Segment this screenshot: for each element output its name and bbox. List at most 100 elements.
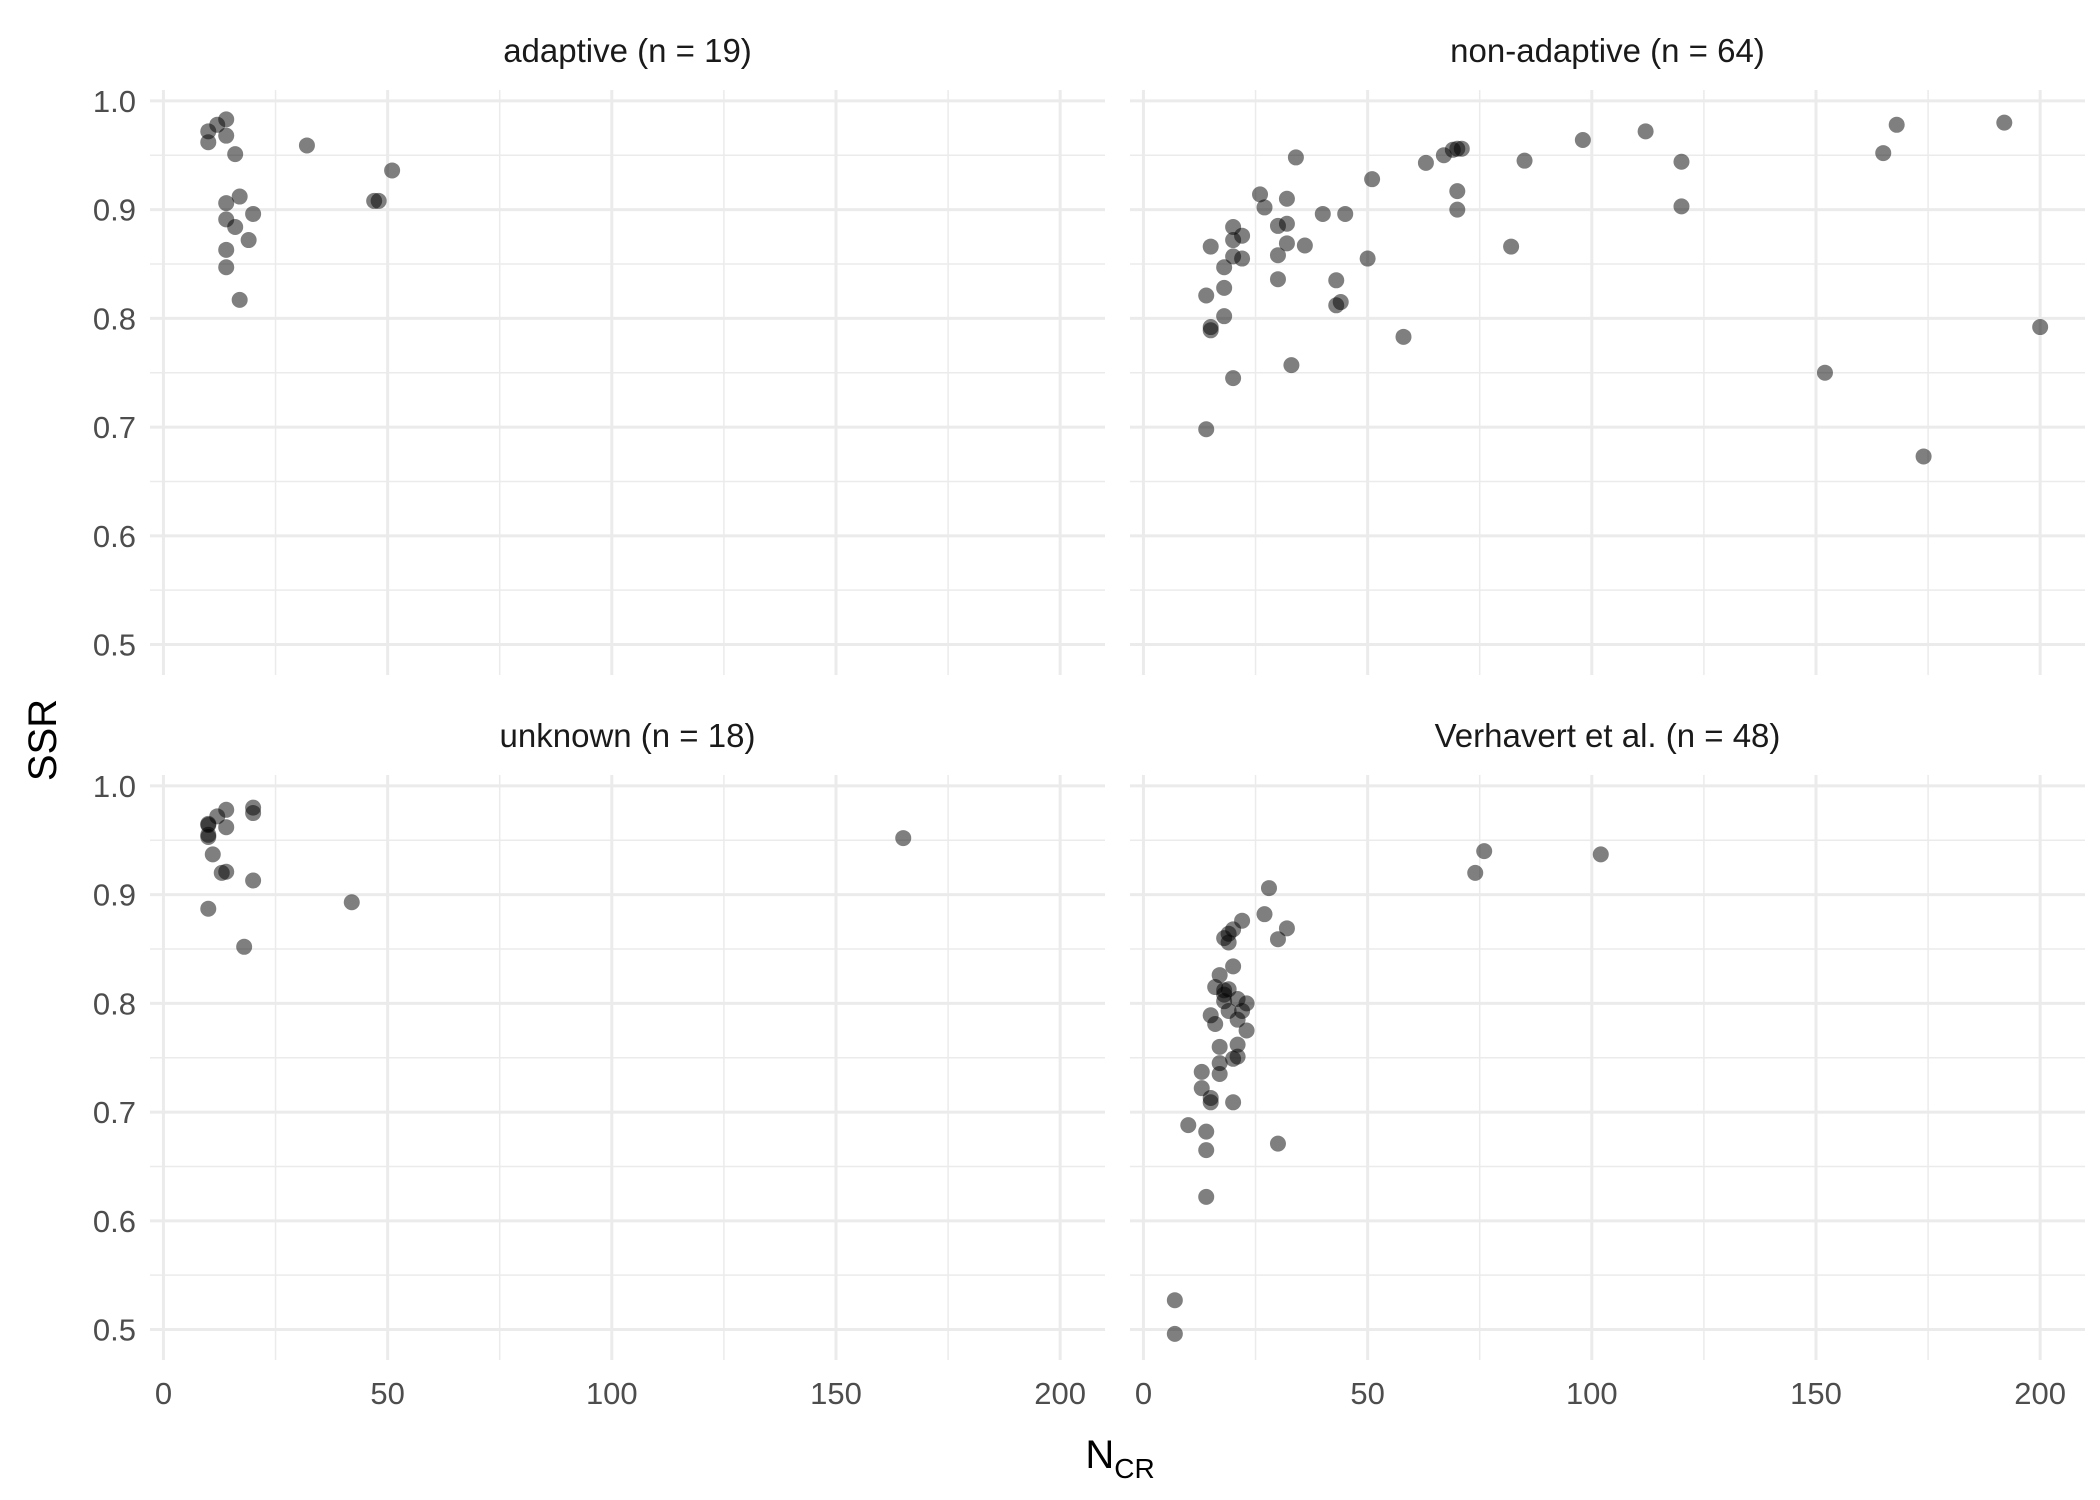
data-point bbox=[1225, 370, 1242, 387]
x-tick-label: 100 bbox=[1566, 1376, 1618, 1411]
data-point bbox=[343, 894, 360, 911]
panel-background bbox=[1130, 90, 2085, 675]
data-point bbox=[1332, 294, 1349, 311]
x-tick-label: 200 bbox=[2014, 1376, 2066, 1411]
data-point bbox=[1592, 846, 1609, 863]
data-point bbox=[1915, 448, 1932, 465]
y-tick-label: 0.8 bbox=[93, 301, 136, 336]
data-point bbox=[1314, 205, 1331, 222]
data-point bbox=[1216, 308, 1233, 325]
data-point bbox=[1296, 237, 1313, 254]
data-point bbox=[200, 134, 217, 151]
data-point bbox=[200, 828, 217, 845]
x-tick-label: 200 bbox=[1034, 1376, 1086, 1411]
y-tick-label: 0.6 bbox=[93, 1204, 136, 1239]
data-point bbox=[2032, 319, 2049, 336]
data-point bbox=[1453, 140, 1470, 157]
data-point bbox=[1211, 1038, 1228, 1055]
data-point bbox=[1673, 153, 1690, 170]
data-point bbox=[1816, 364, 1833, 381]
data-point bbox=[1211, 967, 1228, 984]
data-point bbox=[231, 291, 248, 308]
data-point bbox=[1180, 1117, 1197, 1134]
data-point bbox=[1283, 357, 1300, 374]
y-tick-label: 0.7 bbox=[93, 410, 136, 445]
y-tick-label: 0.6 bbox=[93, 519, 136, 554]
data-point bbox=[1278, 215, 1295, 232]
data-point bbox=[1238, 1022, 1255, 1039]
data-point bbox=[218, 819, 235, 836]
facet-title: adaptive (n = 19) bbox=[503, 32, 752, 69]
data-point bbox=[1449, 183, 1466, 200]
data-point bbox=[1337, 205, 1354, 222]
data-point bbox=[1256, 199, 1273, 216]
data-point bbox=[1252, 186, 1269, 203]
data-point bbox=[213, 864, 230, 881]
data-point bbox=[1234, 912, 1251, 929]
panel-background bbox=[150, 90, 1105, 675]
data-point bbox=[1225, 1094, 1242, 1111]
y-tick-label: 0.5 bbox=[93, 1313, 136, 1348]
data-point bbox=[1395, 328, 1412, 345]
data-point bbox=[1278, 190, 1295, 207]
data-point bbox=[298, 137, 315, 154]
data-point bbox=[1476, 843, 1493, 860]
facet-panel: Verhavert et al. (n = 48) 0 50 100 150 200 bbox=[1130, 717, 2085, 1411]
data-point bbox=[384, 162, 401, 179]
x-tick-label: 50 bbox=[370, 1376, 404, 1411]
data-point bbox=[1516, 152, 1533, 169]
data-point bbox=[218, 195, 235, 212]
data-point bbox=[1278, 235, 1295, 252]
facet-panels: adaptive (n = 19) 0.5 0.6 0.7 0.8 0.9 1.0 non-a… bbox=[93, 32, 2085, 1411]
data-point bbox=[1888, 116, 1905, 133]
facet-panel: adaptive (n = 19) 0.5 0.6 0.7 0.8 0.9 1.0 bbox=[93, 32, 1105, 675]
data-point bbox=[1260, 880, 1277, 897]
data-point bbox=[1359, 250, 1376, 267]
data-point bbox=[200, 900, 217, 917]
data-point bbox=[218, 127, 235, 144]
facet-title: non-adaptive (n = 64) bbox=[1450, 32, 1765, 69]
data-point bbox=[1229, 1036, 1246, 1053]
data-point bbox=[240, 232, 257, 249]
data-point bbox=[1269, 271, 1286, 288]
data-point bbox=[1193, 1063, 1210, 1080]
data-point bbox=[227, 146, 244, 163]
data-point bbox=[245, 205, 262, 222]
data-point bbox=[1238, 995, 1255, 1012]
data-point bbox=[245, 872, 262, 889]
data-point bbox=[1269, 1135, 1286, 1152]
x-tick-label: 0 bbox=[155, 1376, 172, 1411]
data-point bbox=[1166, 1292, 1183, 1309]
data-point bbox=[1229, 1048, 1246, 1065]
data-point bbox=[1256, 906, 1273, 923]
y-tick-label: 0.9 bbox=[93, 878, 136, 913]
data-point bbox=[1234, 250, 1251, 267]
data-point bbox=[1328, 272, 1345, 289]
facet-panel: non-adaptive (n = 64) bbox=[1130, 32, 2085, 675]
data-point bbox=[218, 801, 235, 818]
data-point bbox=[1216, 259, 1233, 276]
data-point bbox=[1637, 123, 1654, 140]
y-axis-title: SSR bbox=[21, 699, 65, 781]
data-point bbox=[1216, 279, 1233, 296]
data-point bbox=[1207, 1016, 1224, 1033]
data-point bbox=[1467, 864, 1484, 881]
data-point bbox=[227, 219, 244, 236]
data-point bbox=[218, 111, 235, 128]
x-tick-label: 0 bbox=[1135, 1376, 1152, 1411]
data-point bbox=[1449, 201, 1466, 218]
data-point bbox=[1202, 238, 1219, 255]
data-point bbox=[1673, 198, 1690, 215]
x-tick-label: 100 bbox=[586, 1376, 638, 1411]
x-axis-title-main: N bbox=[1085, 1433, 1114, 1477]
y-tick-label: 0.8 bbox=[93, 986, 136, 1021]
data-point bbox=[1364, 171, 1381, 188]
data-point bbox=[218, 259, 235, 276]
data-point bbox=[1234, 227, 1251, 244]
data-point bbox=[1198, 1123, 1215, 1140]
y-tick-label: 0.7 bbox=[93, 1095, 136, 1130]
facet-title: unknown (n = 18) bbox=[500, 717, 756, 754]
x-tick-label: 50 bbox=[1350, 1376, 1384, 1411]
data-point bbox=[1198, 421, 1215, 438]
data-point bbox=[245, 805, 262, 822]
